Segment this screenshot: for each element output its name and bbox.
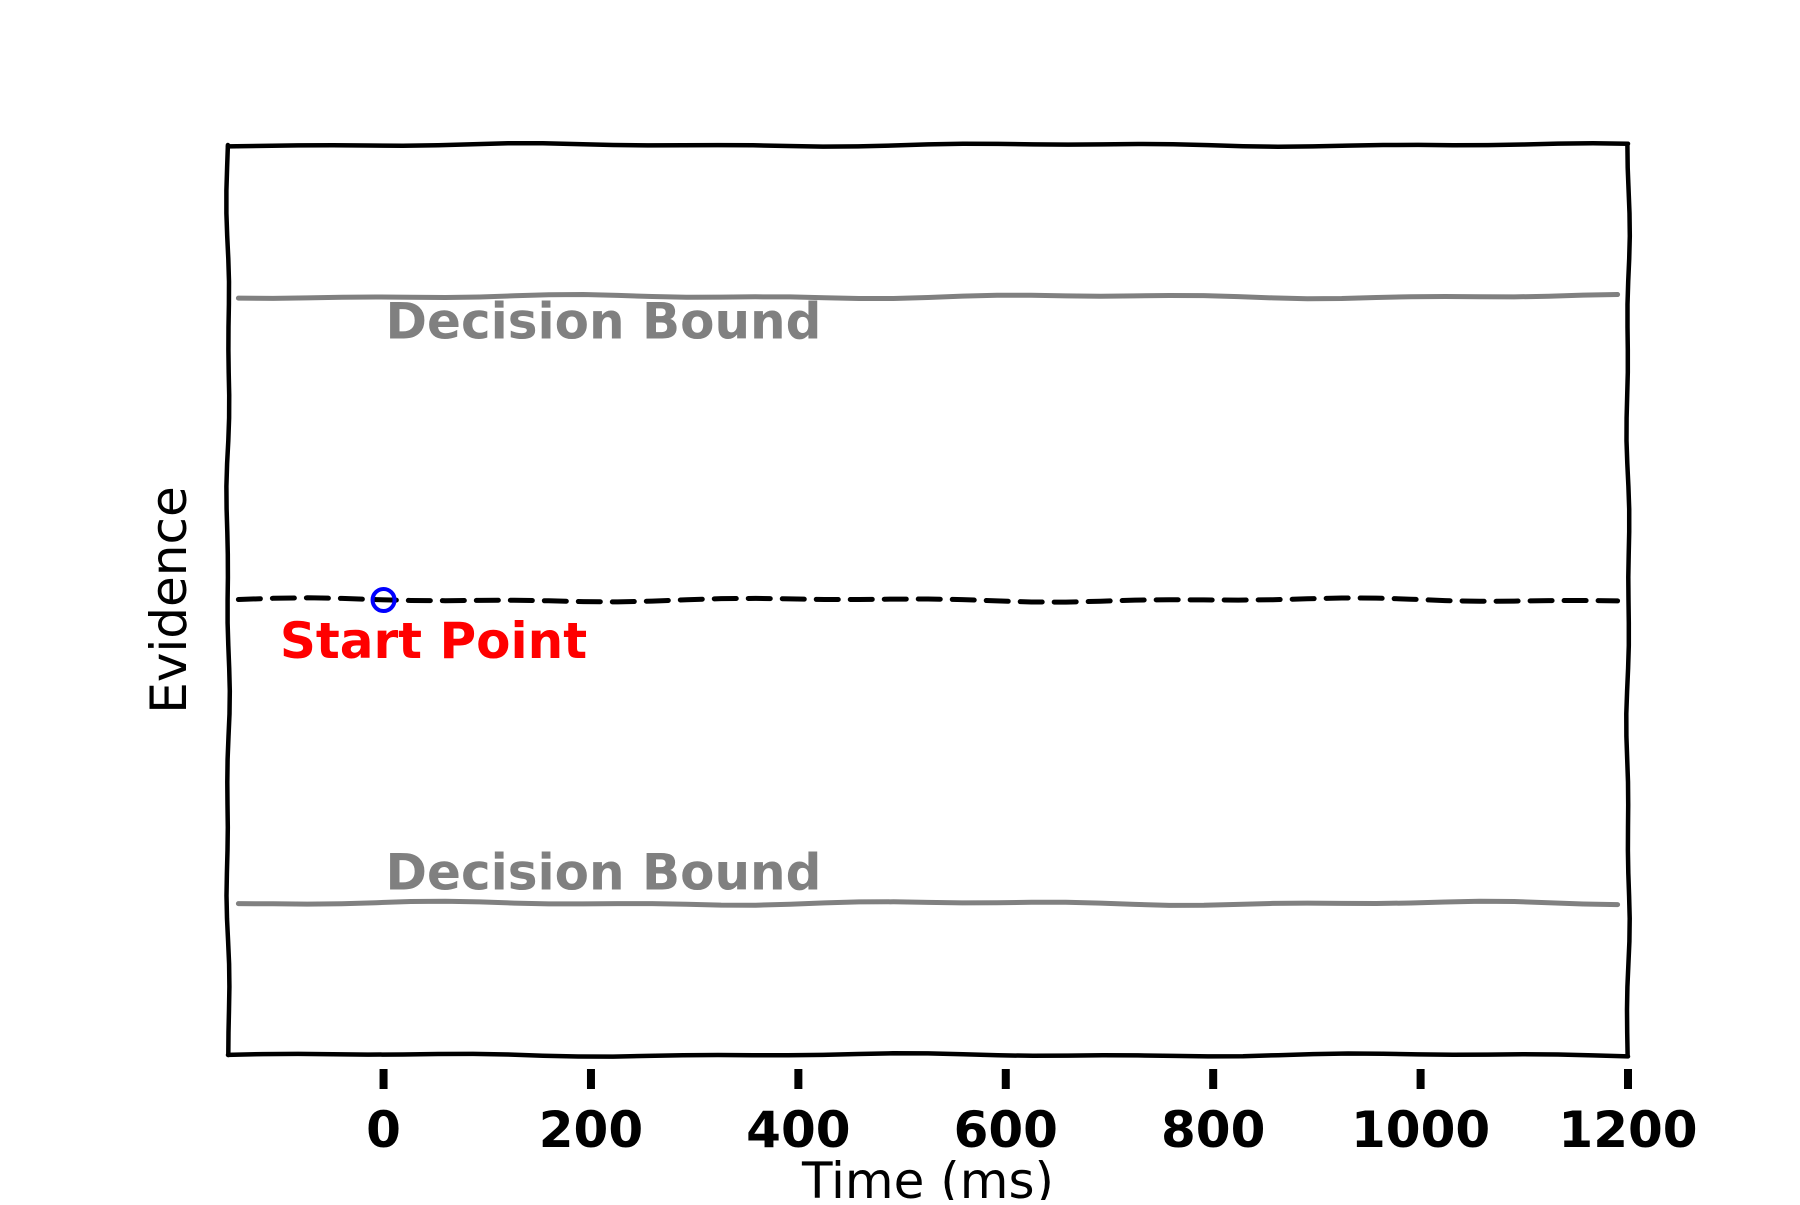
- start-level-line: [235, 595, 1621, 605]
- lower-bound-annotation: Decision Bound: [386, 843, 822, 901]
- x-tick-label: 1000: [1351, 1101, 1490, 1159]
- x-tick-label: 800: [1161, 1101, 1265, 1159]
- lower-bound-line: [235, 898, 1621, 908]
- start-point-annotation: Start Point: [280, 612, 587, 670]
- axes-frame-bottom: [225, 1051, 1631, 1059]
- x-tick-label: 200: [539, 1101, 643, 1159]
- x-tick-label: 400: [746, 1101, 850, 1159]
- x-tick-label: 600: [954, 1101, 1058, 1159]
- axes-frame-right: [1624, 142, 1633, 1058]
- x-tick-label: 0: [366, 1101, 401, 1159]
- upper-bound-line: [235, 291, 1621, 302]
- x-axis-label: Time (ms): [801, 1152, 1054, 1200]
- y-axis-label: Evidence: [140, 486, 198, 714]
- axes-frame-top: [225, 141, 1631, 149]
- x-ticks-layer: 0 200 400 600 800 1000 1200: [366, 1069, 1698, 1159]
- upper-bound-annotation: Decision Bound: [386, 293, 822, 351]
- axes-frame-left: [224, 142, 233, 1058]
- series-layer: [235, 291, 1621, 908]
- annotation-layer: Decision Bound Decision Bound Start Point: [280, 293, 822, 902]
- start-point-marker: [370, 587, 397, 613]
- axes-layer: [224, 141, 1633, 1059]
- x-tick-label: 1200: [1558, 1101, 1697, 1159]
